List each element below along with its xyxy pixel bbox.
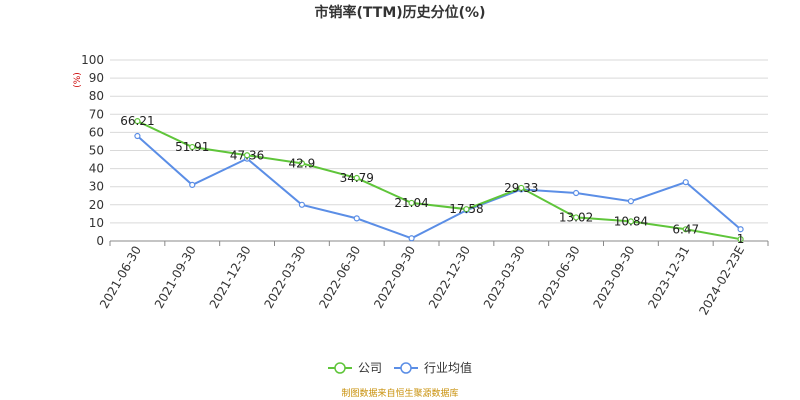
point-company[interactable] bbox=[463, 206, 470, 213]
x-tick-label: 2022-09-30 bbox=[371, 244, 418, 311]
x-tick-label: 2021-06-30 bbox=[97, 244, 144, 311]
legend[interactable]: 公司 行业均值 bbox=[328, 360, 472, 375]
series-line-industry-average bbox=[136, 135, 742, 240]
x-tick-labels: 2021-06-30 2021-09-30 2021-12-30 2022-03-30… bbox=[97, 241, 769, 318]
y-tick-labels: 0 10 20 30 40 50 60 70 80 90 100 bbox=[81, 53, 104, 248]
legend-marker-company bbox=[334, 362, 346, 374]
point-company[interactable] bbox=[518, 184, 525, 192]
point-company[interactable] bbox=[243, 152, 251, 159]
series-line-company bbox=[136, 120, 741, 241]
data-label-company: 13.02 bbox=[559, 210, 593, 224]
y-tick-label: 40 bbox=[89, 162, 104, 176]
y-tick-label: 90 bbox=[89, 71, 104, 85]
point-industry-average[interactable] bbox=[627, 198, 635, 205]
y-tick-label: 70 bbox=[89, 107, 104, 121]
x-tick-label: 2023-09-30 bbox=[591, 244, 638, 311]
x-tick-label: 2023-12-31 bbox=[645, 244, 692, 311]
point-company[interactable] bbox=[682, 226, 689, 233]
y-tick-label: 20 bbox=[89, 198, 104, 212]
x-tick-label: 2022-06-30 bbox=[316, 244, 363, 311]
source-note: 制图数据来自恒生聚源数据库 bbox=[341, 387, 458, 399]
point-industry-average[interactable] bbox=[353, 215, 360, 222]
point-company[interactable] bbox=[298, 160, 306, 167]
y-tick-label: 50 bbox=[89, 144, 104, 158]
data-label-company: 34.79 bbox=[340, 171, 374, 185]
data-label-company: 6.47 bbox=[672, 222, 699, 236]
y-tick-label: 30 bbox=[89, 180, 104, 194]
data-label-company: 1 bbox=[737, 232, 745, 246]
data-labels: 66.21 51.91 47.36 42.9 34.79 21.04 17.58 29.33 1… bbox=[120, 114, 744, 246]
point-company[interactable] bbox=[572, 214, 580, 221]
point-company[interactable] bbox=[134, 118, 141, 125]
x-tick-label: 2023-03-30 bbox=[481, 244, 528, 311]
x-tick-label: 2024-02-23E bbox=[696, 244, 747, 318]
data-label-company: 51.91 bbox=[175, 140, 209, 154]
legend-item-company[interactable]: 公司 bbox=[328, 361, 382, 375]
y-tick-label: 60 bbox=[89, 125, 104, 139]
point-company[interactable] bbox=[737, 236, 744, 243]
data-label-company: 66.21 bbox=[120, 114, 154, 128]
x-tick-label: 2022-12-30 bbox=[426, 243, 473, 310]
legend-marker-industry-average bbox=[400, 362, 412, 374]
y-tick-label: 0 bbox=[96, 234, 104, 248]
legend-label-company: 公司 bbox=[358, 361, 382, 375]
y-tick-label: 10 bbox=[89, 216, 104, 230]
point-industry-average[interactable] bbox=[134, 132, 141, 140]
point-company[interactable] bbox=[408, 199, 415, 207]
point-company[interactable] bbox=[353, 174, 360, 182]
point-industry-average[interactable] bbox=[298, 201, 306, 208]
data-label-company: 47.36 bbox=[230, 148, 264, 162]
point-industry-average[interactable] bbox=[572, 189, 580, 197]
y-tick-label: 80 bbox=[89, 89, 104, 103]
data-label-company: 42.9 bbox=[289, 156, 316, 170]
x-tick-label: 2021-09-30 bbox=[152, 244, 199, 311]
chart-title: 市销率(TTM)历史分位(%) bbox=[315, 4, 486, 21]
x-tick-label: 2021-12-30 bbox=[207, 243, 254, 310]
point-industry-average[interactable] bbox=[408, 235, 415, 242]
data-label-company: 17.58 bbox=[449, 202, 483, 216]
legend-label-industry-average: 行业均值 bbox=[424, 360, 472, 375]
x-tick-label: 2022-03-30 bbox=[262, 244, 309, 311]
point-industry-average[interactable] bbox=[737, 226, 744, 233]
data-label-company: 29.33 bbox=[504, 181, 538, 195]
legend-item-industry-average[interactable]: 行业均值 bbox=[394, 360, 472, 375]
data-label-company: 21.04 bbox=[394, 196, 428, 210]
point-industry-average[interactable] bbox=[682, 179, 689, 186]
point-company[interactable] bbox=[189, 143, 196, 151]
y-axis-label: (%) bbox=[73, 72, 83, 88]
y-tick-label: 100 bbox=[81, 53, 104, 67]
x-tick-label: 2023-06-30 bbox=[536, 244, 583, 311]
data-label-company: 10.84 bbox=[614, 214, 648, 228]
series-layer bbox=[134, 118, 744, 243]
point-company[interactable] bbox=[627, 218, 635, 225]
point-industry-average[interactable] bbox=[189, 181, 196, 188]
